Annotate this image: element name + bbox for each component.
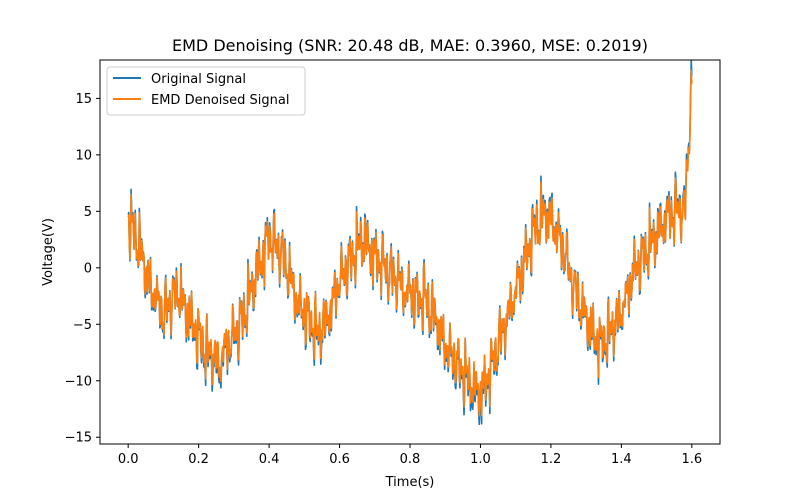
y-tick-label: −15 [65, 431, 92, 446]
x-axis-title: Time(s) [385, 475, 435, 490]
series-line-emd-denoised-signal [127, 69, 693, 417]
x-tick-label: 0.6 [329, 452, 350, 467]
x-tick-label: 0.0 [118, 452, 139, 467]
y-tick-label: 10 [75, 148, 92, 163]
legend-label-emd-denoised-signal: EMD Denoised Signal [151, 93, 289, 108]
y-tick-label: −5 [73, 318, 92, 333]
legend-label-original-signal: Original Signal [151, 72, 246, 87]
x-tick-label: 1.2 [541, 452, 562, 467]
chart-title: EMD Denoising (SNR: 20.48 dB, MAE: 0.396… [172, 36, 648, 55]
x-tick-label: 0.4 [259, 452, 280, 467]
legend: Original Signal EMD Denoised Signal [106, 66, 306, 116]
y-axis: −15 −10 −5 0 5 10 15 [65, 92, 100, 446]
y-tick-label: 0 [84, 261, 92, 276]
x-tick-label: 1.4 [611, 452, 632, 467]
legend-box [106, 66, 306, 116]
x-tick-label: 0.8 [400, 452, 421, 467]
y-axis-title: Voltage(V) [41, 218, 56, 286]
x-axis: 0.0 0.2 0.4 0.6 0.8 1.0 1.2 1.4 1.6 [118, 444, 702, 467]
y-tick-label: −10 [65, 374, 92, 389]
series-layer [127, 59, 693, 426]
x-tick-label: 1.6 [681, 452, 702, 467]
y-tick-label: 15 [75, 92, 92, 107]
y-tick-label: 5 [84, 205, 92, 220]
x-tick-label: 1.0 [470, 452, 491, 467]
x-tick-label: 0.2 [188, 452, 209, 467]
